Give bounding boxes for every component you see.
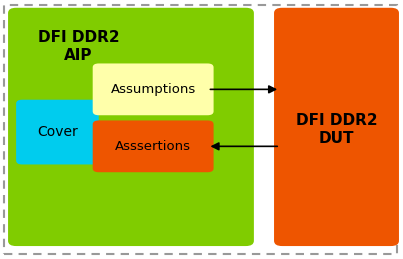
Text: DFI DDR2
DUT: DFI DDR2 DUT — [296, 113, 377, 146]
Text: Assumptions: Assumptions — [110, 83, 196, 96]
FancyBboxPatch shape — [93, 63, 214, 115]
FancyBboxPatch shape — [93, 120, 214, 172]
FancyBboxPatch shape — [16, 100, 99, 164]
FancyBboxPatch shape — [8, 8, 254, 246]
Text: Cover: Cover — [37, 125, 78, 139]
FancyBboxPatch shape — [274, 8, 399, 246]
Text: DFI DDR2
AIP: DFI DDR2 AIP — [38, 30, 119, 63]
Text: Asssertions: Asssertions — [115, 140, 191, 153]
